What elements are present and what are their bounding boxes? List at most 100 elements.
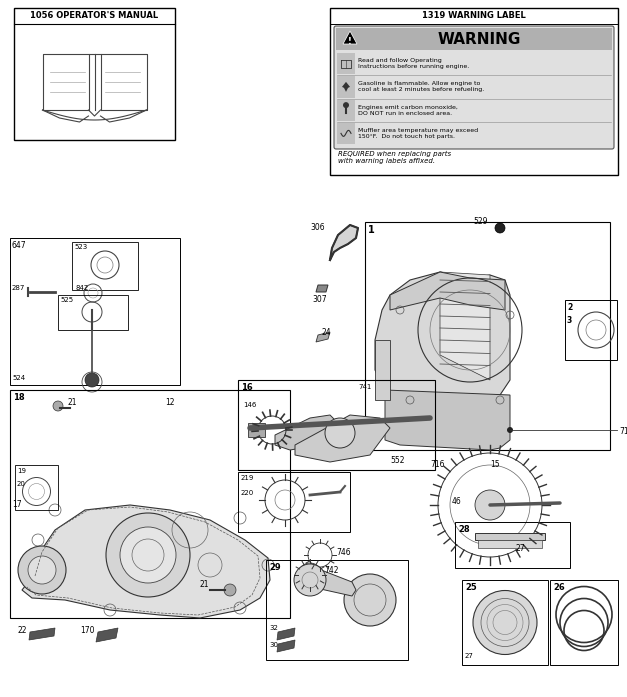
Text: 26: 26 (553, 583, 565, 592)
Text: Muffler area temperature may exceed
150°F.  Do not touch hot parts.: Muffler area temperature may exceed 150°… (358, 128, 478, 139)
Text: 18: 18 (13, 393, 24, 402)
Polygon shape (385, 390, 510, 450)
Polygon shape (248, 423, 265, 437)
Circle shape (507, 427, 513, 433)
Polygon shape (375, 340, 390, 400)
Bar (337, 123, 355, 144)
Polygon shape (275, 415, 340, 450)
Circle shape (28, 556, 56, 584)
Text: 842: 842 (75, 285, 88, 291)
Text: 22: 22 (18, 626, 28, 635)
Polygon shape (475, 533, 545, 540)
Bar (462, 580, 548, 665)
Polygon shape (277, 628, 295, 640)
Text: 21: 21 (200, 580, 209, 589)
Circle shape (120, 527, 176, 583)
Bar (58, 295, 128, 330)
Text: 552: 552 (390, 456, 404, 465)
Circle shape (343, 102, 349, 108)
Text: WARNING: WARNING (437, 31, 520, 47)
Bar (365, 222, 610, 450)
Text: 20: 20 (17, 481, 26, 487)
Text: !: ! (348, 36, 352, 45)
Polygon shape (390, 272, 505, 310)
Bar (238, 472, 350, 532)
Text: 307: 307 (312, 295, 327, 304)
Text: 741: 741 (358, 384, 371, 390)
Text: 3: 3 (567, 316, 572, 325)
Polygon shape (22, 505, 270, 618)
Bar (238, 380, 435, 470)
Bar (330, 8, 618, 175)
Bar (337, 76, 355, 98)
Circle shape (294, 564, 326, 596)
Text: 716: 716 (430, 460, 445, 469)
Text: 30: 30 (269, 642, 278, 648)
Circle shape (106, 513, 190, 597)
Text: 718A: 718A (619, 427, 627, 436)
Circle shape (473, 590, 537, 654)
Bar (14, 8, 175, 140)
Text: Engines emit carbon monoxide,
DO NOT run in enclosed area.: Engines emit carbon monoxide, DO NOT run… (358, 105, 458, 116)
Text: 24: 24 (322, 328, 332, 337)
Polygon shape (29, 628, 55, 640)
Polygon shape (295, 415, 390, 462)
Text: 524: 524 (12, 375, 25, 381)
Text: 1056 OPERATOR'S MANUAL: 1056 OPERATOR'S MANUAL (31, 11, 159, 20)
Bar (337, 100, 355, 121)
Text: Gasoline is flammable. Allow engine to
cool at least 2 minutes before refueling.: Gasoline is flammable. Allow engine to c… (358, 82, 484, 92)
Bar (337, 53, 355, 75)
Text: 146: 146 (243, 402, 256, 408)
Polygon shape (342, 82, 350, 92)
Bar (565, 300, 617, 360)
Polygon shape (478, 540, 542, 548)
Text: 21: 21 (68, 398, 78, 407)
Bar (72, 242, 138, 290)
Text: 287: 287 (12, 285, 25, 291)
Circle shape (85, 373, 99, 387)
Polygon shape (277, 640, 295, 652)
Circle shape (325, 418, 355, 448)
Text: 25: 25 (465, 583, 477, 592)
Text: 1: 1 (368, 225, 375, 235)
Text: 27: 27 (515, 544, 525, 553)
Text: 525: 525 (60, 297, 73, 303)
Text: 17: 17 (12, 500, 21, 509)
Text: 523: 523 (74, 244, 87, 250)
Polygon shape (330, 225, 358, 260)
Text: 32: 32 (269, 625, 278, 631)
Polygon shape (316, 332, 330, 342)
Text: 29: 29 (269, 563, 281, 572)
Text: 220: 220 (241, 490, 255, 496)
Bar (15, 465, 58, 510)
Bar (336, 28, 612, 50)
Circle shape (475, 490, 505, 520)
Text: REQUIRED when replacing parts
with warning labels affixed.: REQUIRED when replacing parts with warni… (338, 151, 451, 164)
Circle shape (18, 546, 66, 594)
Bar (455, 522, 570, 568)
Text: 12: 12 (165, 398, 174, 407)
Text: 1319 WARNING LABEL: 1319 WARNING LABEL (422, 11, 526, 20)
Bar (10, 238, 180, 385)
Text: 306: 306 (310, 223, 325, 232)
Text: 28: 28 (458, 525, 470, 534)
Polygon shape (440, 272, 490, 380)
Polygon shape (343, 31, 357, 44)
Text: 170: 170 (80, 626, 95, 635)
Circle shape (224, 584, 236, 596)
Polygon shape (316, 285, 328, 292)
Text: 2: 2 (567, 303, 572, 312)
Text: Read and follow Operating
Instructions before running engine.: Read and follow Operating Instructions b… (358, 59, 469, 69)
Polygon shape (96, 628, 118, 642)
Text: 219: 219 (241, 475, 255, 481)
Bar (10, 390, 290, 618)
Text: 746: 746 (336, 548, 350, 557)
Polygon shape (310, 568, 356, 596)
Text: 15: 15 (490, 460, 500, 469)
Bar (550, 580, 618, 665)
Polygon shape (375, 272, 510, 405)
Text: 647: 647 (12, 241, 26, 250)
Circle shape (344, 574, 396, 626)
Text: 19: 19 (17, 468, 26, 474)
Text: 16: 16 (241, 383, 253, 392)
